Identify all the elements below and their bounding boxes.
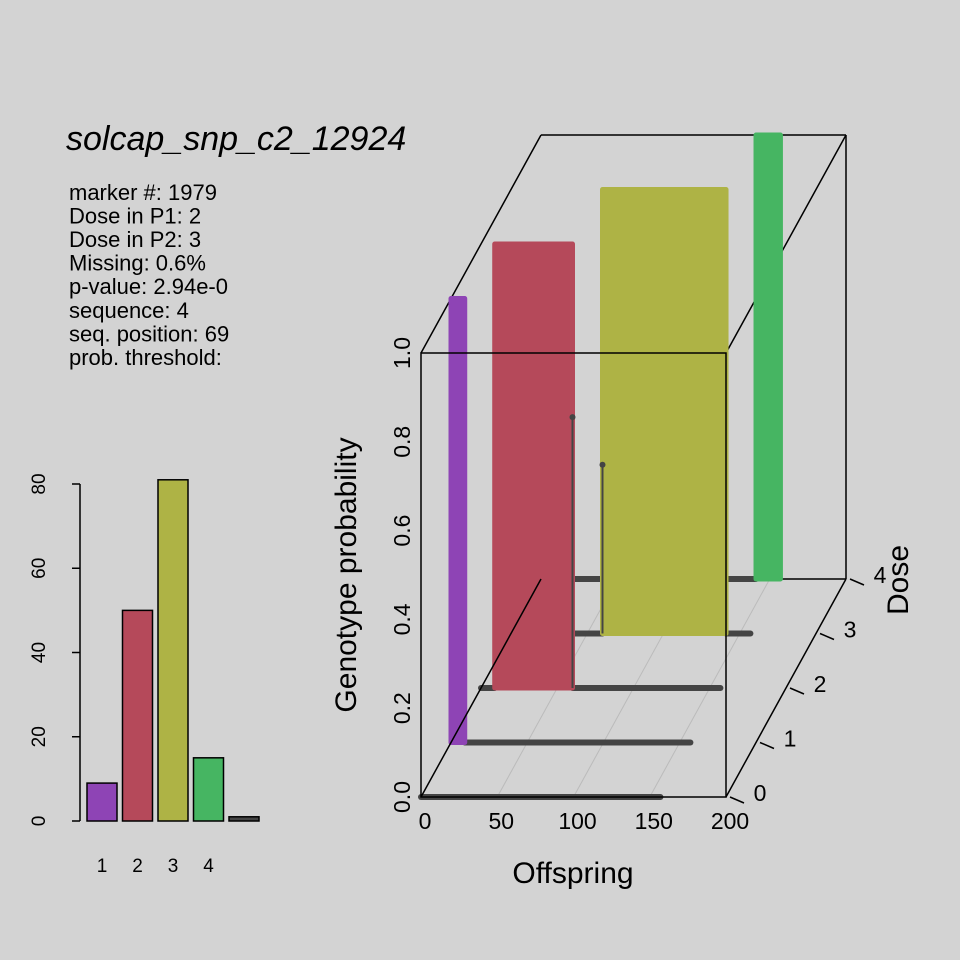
info-line: seq. position: 69 [69,321,229,346]
z-tick-label: 0 [754,780,767,806]
x-tick-label: 4 [203,856,214,877]
y-tick-label: 0.0 [389,781,415,813]
info-line: Missing: 0.6% [69,251,206,276]
probability-band [448,296,468,745]
y-tick-label: 0.2 [389,692,415,724]
y-tick-label: 0 [29,816,50,827]
box-edge [725,134,847,354]
y-tick-label: 0.6 [389,515,415,547]
bar [121,609,154,822]
front-face [420,352,727,798]
probability-band [492,241,575,691]
x-tick-label: 100 [558,808,596,834]
y-tick-label: 80 [29,473,50,494]
box-edge [725,578,847,798]
y-tick-label: 20 [29,726,50,747]
x-tick-label: 0 [419,808,432,834]
z-tick-label: 4 [874,562,887,588]
info-line: Dose in P1: 2 [69,203,201,228]
box-edge [420,578,542,798]
z-tick-label: 1 [784,726,797,752]
z-tick [849,578,865,586]
x-tick-label: 1 [97,856,108,877]
probability-band [600,187,729,636]
marker-title: solcap_snp_c2_12924 [66,120,406,158]
z-tick [819,632,835,641]
z-tick [729,796,745,804]
y-tick-label: 0.8 [389,426,415,458]
spike-point [599,461,606,468]
bar [157,479,189,822]
y-tick-label: 1.0 [389,337,415,369]
probability-band [753,132,783,582]
z-tick [789,687,805,695]
y-axis-title: Genotype probability [330,437,363,712]
z-axis-title: Dose [882,545,915,615]
x-axis-title: Offspring [512,857,633,890]
bar [86,782,118,822]
info-line: Dose in P2: 3 [69,227,201,252]
z-tick [759,741,775,750]
bar [228,816,260,822]
x-tick-label: 200 [711,808,749,834]
z-tick-label: 2 [814,671,827,697]
x-tick-label: 2 [132,856,143,877]
y-tick-label: 40 [29,642,50,663]
box-edge [420,134,542,354]
info-line: marker #: 1979 [69,180,217,205]
z-tick-label: 3 [844,617,857,643]
info-line: prob. threshold: [69,345,222,370]
info-line: sequence: 4 [69,298,189,323]
x-tick-label: 3 [168,856,179,877]
x-tick-label: 50 [488,808,514,834]
bar [192,757,225,822]
y-tick-label: 60 [29,558,50,579]
x-tick-label: 150 [635,808,673,834]
y-tick-label: 0.4 [389,603,415,635]
info-line: p-value: 2.94e-0 [69,274,228,299]
spike-point [569,414,576,421]
